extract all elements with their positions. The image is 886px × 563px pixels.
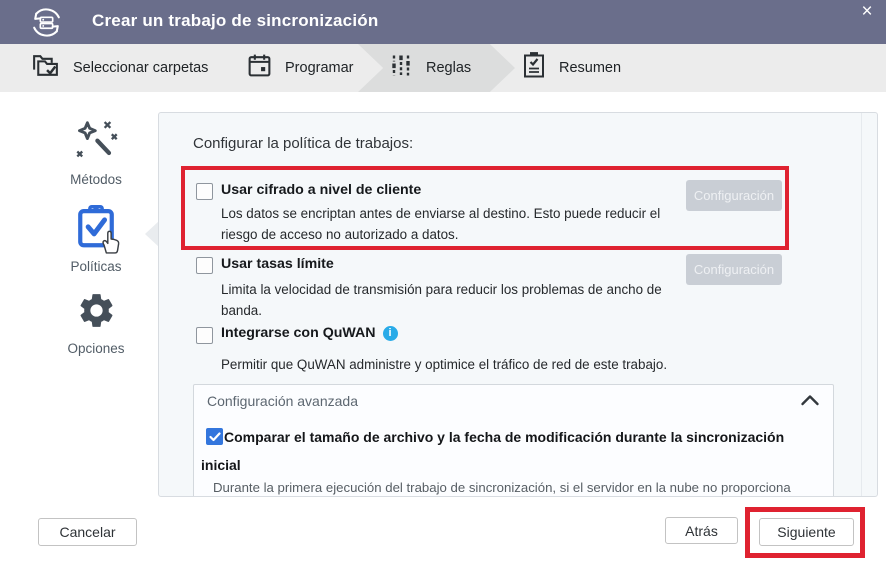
titlebar: Crear un trabajo de sincronización ×: [0, 0, 886, 44]
magic-wand-icon: [73, 118, 119, 167]
calendar-icon: [246, 52, 273, 84]
info-icon[interactable]: i: [382, 325, 398, 341]
clipboard-check-icon: [521, 51, 547, 85]
step-label: Resumen: [559, 60, 622, 76]
step-label: Programar: [285, 60, 354, 76]
policy-label-row-quwan: Integrarse con QuWAN i: [221, 325, 398, 341]
policy-desc-encryption: Los datos se encriptan antes de enviarse…: [221, 206, 661, 242]
sidebar-item-label: Opciones: [67, 341, 125, 356]
sidebar-item-metodos[interactable]: Métodos: [33, 118, 159, 187]
cancel-button[interactable]: Cancelar: [38, 518, 137, 546]
step-resumen[interactable]: Resumen: [521, 44, 621, 92]
step-label: Reglas: [426, 60, 472, 76]
policy-label-rate-limit: Usar tasas límite: [221, 256, 334, 272]
panel-callout-arrow: [145, 221, 159, 247]
dialog-title: Crear un trabajo de sincronización: [92, 11, 379, 30]
policy-desc-quwan: Permitir que QuWAN administre y optimice…: [221, 357, 668, 372]
scrollbar-gutter: [861, 113, 862, 496]
advanced-settings-title: Configuración avanzada: [207, 393, 358, 409]
next-button[interactable]: Siguiente: [759, 518, 854, 546]
checkbox-client-encryption[interactable]: [196, 183, 213, 200]
sliders-icon: [388, 52, 414, 84]
policies-clipboard-icon: [75, 203, 117, 254]
sidebar-item-opciones[interactable]: Opciones: [33, 290, 159, 356]
close-icon[interactable]: ×: [861, 1, 873, 22]
checkbox-rate-limit[interactable]: [196, 257, 213, 274]
gear-icon: [76, 290, 117, 336]
sidebar-item-label: Políticas: [70, 259, 122, 274]
sidebar-item-politicas[interactable]: Políticas: [33, 203, 159, 274]
sync-job-icon: [28, 4, 65, 46]
step-programar[interactable]: Programar: [246, 44, 354, 92]
advanced-option-label-line1: Comparar el tamaño de archivo y la fecha…: [224, 429, 785, 445]
folders-check-icon: [30, 50, 61, 86]
advanced-settings-section: Configuración avanzada Comparar el tamañ…: [193, 384, 834, 496]
step-seleccionar-carpetas[interactable]: Seleccionar carpetas: [30, 44, 208, 92]
checkbox-quwan[interactable]: [196, 327, 213, 344]
chevron-up-icon[interactable]: [800, 393, 820, 409]
panel-heading: Configurar la política de trabajos:: [193, 135, 414, 152]
policy-desc-rate-limit: Limita la velocidad de transmisión para …: [221, 282, 662, 318]
active-step-chevron: [358, 44, 515, 92]
advanced-option-description: Durante la primera ejecución del trabajo…: [213, 480, 791, 495]
step-label: Seleccionar carpetas: [73, 60, 209, 76]
back-button[interactable]: Atrás: [665, 517, 738, 544]
policy-label-quwan: Integrarse con QuWAN: [221, 325, 376, 341]
sidebar-item-label: Métodos: [70, 172, 122, 187]
policy-label-encryption: Usar cifrado a nivel de cliente: [221, 182, 422, 198]
configure-rate-limit-button[interactable]: Configuración: [686, 254, 782, 285]
configure-encryption-button[interactable]: Configuración: [686, 180, 782, 211]
cursor-hand-icon: [98, 228, 123, 260]
policies-panel: Configurar la política de trabajos: Usar…: [158, 112, 878, 497]
step-reglas[interactable]: Reglas: [388, 44, 471, 92]
checkbox-compare-size-date[interactable]: [206, 428, 223, 445]
advanced-option-label-line2: inicial: [201, 457, 241, 473]
